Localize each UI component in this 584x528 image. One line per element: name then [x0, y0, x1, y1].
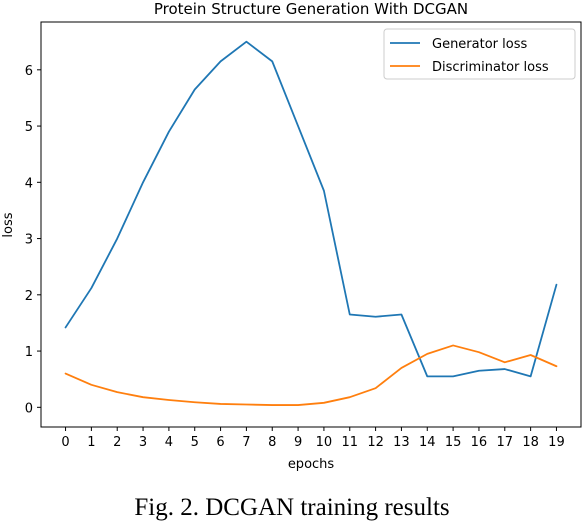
y-tick-label: 1: [25, 345, 33, 360]
line-chart: Protein Structure Generation With DCGAN …: [1, 0, 582, 472]
x-axis: 0 1 2 3 4 5 6 7 8 9 10 11 12 13 14 15 16 17 18 19: [61, 427, 565, 450]
x-tick-label: 6: [216, 435, 224, 450]
x-tick-label: 18: [522, 435, 539, 450]
x-tick-label: 14: [419, 435, 436, 450]
x-tick-label: 17: [497, 435, 514, 450]
figure-caption: Fig. 2. DCGAN training results: [134, 494, 450, 521]
x-tick-label: 3: [139, 435, 147, 450]
x-tick-label: 2: [113, 435, 121, 450]
x-tick-label: 10: [316, 435, 333, 450]
y-tick-label: 0: [25, 401, 33, 416]
legend-label-generator: Generator loss: [432, 37, 527, 52]
generator-loss-line: [64, 40, 558, 378]
y-tick-label: 2: [25, 289, 33, 304]
y-axis: 0 1 2 3 4 5 6: [25, 64, 41, 416]
plot-area: [40, 21, 582, 428]
y-tick-label: 5: [25, 120, 33, 135]
legend-label-discriminator: Discriminator loss: [432, 60, 549, 75]
x-tick-label: 11: [341, 435, 358, 450]
x-tick-label: 5: [191, 435, 199, 450]
x-tick-label: 4: [165, 435, 173, 450]
x-tick-label: 9: [294, 435, 302, 450]
x-tick-label: 7: [242, 435, 250, 450]
legend: Generator loss Discriminator loss: [383, 28, 576, 80]
legend-box: [383, 28, 576, 80]
series-layer: [64, 40, 558, 406]
discriminator-loss-line: [64, 344, 558, 406]
x-tick-label: 1: [87, 435, 95, 450]
x-tick-label: 15: [445, 435, 462, 450]
x-tick-label: 0: [61, 435, 69, 450]
x-tick-label: 16: [471, 435, 488, 450]
x-tick-label: 13: [393, 435, 410, 450]
plot-frame: [40, 21, 582, 428]
y-tick-label: 6: [25, 64, 33, 79]
x-tick-label: 19: [548, 435, 565, 450]
x-axis-label: epochs: [288, 457, 335, 472]
y-tick-label: 4: [25, 176, 33, 191]
chart-title: Protein Structure Generation With DCGAN: [154, 0, 468, 18]
y-axis-label: loss: [1, 212, 16, 237]
x-tick-label: 8: [268, 435, 276, 450]
x-tick-label: 12: [367, 435, 384, 450]
y-tick-label: 3: [25, 233, 33, 248]
